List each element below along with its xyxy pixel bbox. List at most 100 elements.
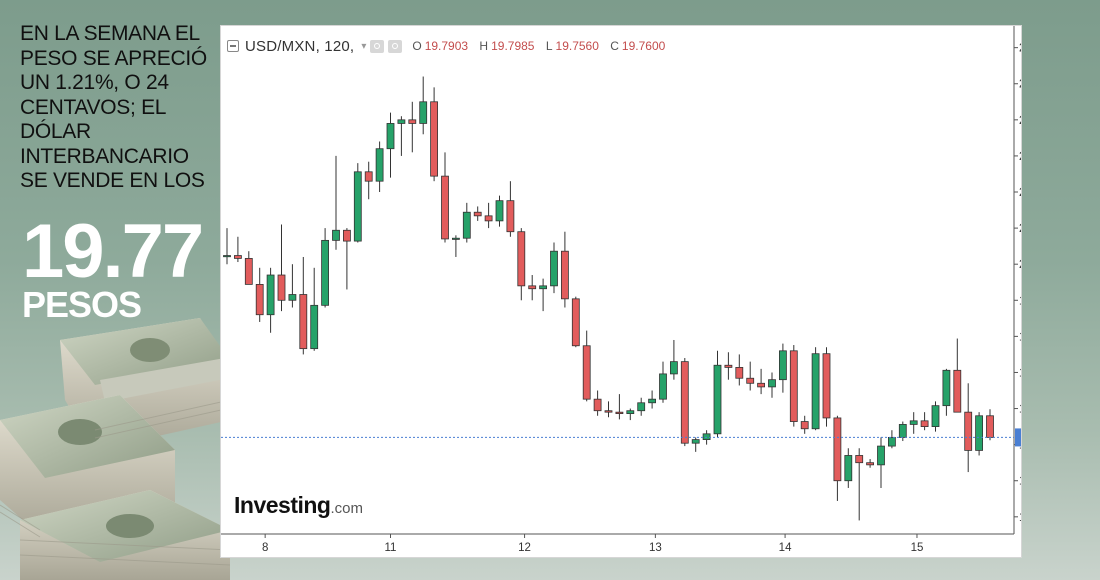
candle-body bbox=[560, 250, 569, 300]
candle[interactable] bbox=[909, 412, 918, 434]
candle[interactable] bbox=[223, 228, 231, 265]
candle[interactable] bbox=[877, 437, 885, 488]
candle-body bbox=[593, 398, 602, 412]
candle[interactable] bbox=[386, 112, 395, 178]
candle-body bbox=[680, 361, 689, 444]
high-value: 19.7985 bbox=[491, 39, 535, 53]
candle[interactable] bbox=[321, 228, 329, 308]
candle[interactable] bbox=[626, 408, 635, 421]
candle[interactable] bbox=[779, 343, 787, 393]
candle[interactable] bbox=[811, 347, 820, 431]
candle[interactable] bbox=[277, 224, 286, 312]
candle-body bbox=[506, 200, 515, 233]
candle[interactable] bbox=[691, 437, 700, 452]
headline: EN LA SEMANA EL PESO SE APRECIÓ UN 1.21%… bbox=[20, 22, 210, 194]
candlestick-chart[interactable]: 20.3000 20.2500 20.2000 20.1500 20.1000 20.05… bbox=[221, 26, 1021, 557]
candle-body bbox=[473, 211, 482, 217]
candle[interactable] bbox=[343, 228, 351, 290]
candle-body bbox=[397, 119, 406, 124]
candle[interactable] bbox=[582, 330, 591, 402]
candle-body bbox=[615, 411, 624, 415]
candle[interactable] bbox=[266, 267, 275, 333]
candle[interactable] bbox=[757, 368, 765, 395]
candle-body bbox=[223, 255, 231, 258]
candle[interactable] bbox=[866, 459, 874, 468]
candle[interactable] bbox=[255, 267, 264, 322]
candle[interactable] bbox=[233, 236, 242, 263]
candle[interactable] bbox=[637, 397, 646, 416]
candle[interactable] bbox=[310, 267, 319, 351]
candle[interactable] bbox=[244, 251, 253, 285]
candle-body bbox=[866, 462, 874, 466]
candle[interactable] bbox=[517, 228, 526, 301]
candle[interactable] bbox=[659, 361, 667, 403]
candle[interactable] bbox=[713, 350, 722, 438]
candle[interactable] bbox=[397, 116, 406, 156]
candle[interactable] bbox=[495, 195, 504, 227]
candle[interactable] bbox=[615, 394, 624, 420]
candle[interactable] bbox=[724, 352, 733, 380]
candle[interactable] bbox=[528, 275, 537, 301]
candle[interactable] bbox=[604, 401, 613, 418]
candle[interactable] bbox=[888, 430, 896, 449]
candle[interactable] bbox=[430, 87, 439, 182]
candle[interactable] bbox=[855, 448, 864, 521]
candle[interactable] bbox=[931, 401, 940, 432]
candle-body bbox=[604, 410, 613, 413]
eye-icon[interactable] bbox=[370, 39, 385, 53]
chart-panel: USD/MXN, 120, ▾ O 19.7903 H 19.7985 L 19.75… bbox=[220, 25, 1022, 558]
candle[interactable] bbox=[898, 421, 907, 442]
y-tick-label: 20.1000 bbox=[1019, 187, 1021, 199]
candle[interactable] bbox=[408, 101, 417, 153]
candle[interactable] bbox=[353, 163, 362, 243]
candle[interactable] bbox=[571, 296, 580, 348]
candle[interactable] bbox=[844, 448, 853, 488]
chevron-down-icon[interactable]: ▾ bbox=[361, 40, 367, 52]
last-price-tag bbox=[1015, 428, 1021, 447]
candle[interactable] bbox=[789, 345, 798, 427]
candle[interactable] bbox=[332, 155, 340, 250]
candle[interactable] bbox=[484, 202, 493, 229]
candle[interactable] bbox=[506, 181, 515, 237]
collapse-icon[interactable] bbox=[227, 40, 239, 52]
candle[interactable] bbox=[953, 338, 962, 413]
candle[interactable] bbox=[833, 415, 842, 501]
candle[interactable] bbox=[648, 390, 657, 409]
candle[interactable] bbox=[593, 390, 602, 416]
candle[interactable] bbox=[441, 152, 449, 243]
candle-body bbox=[942, 369, 951, 407]
settings-icon[interactable] bbox=[388, 39, 403, 53]
candle[interactable] bbox=[539, 278, 548, 312]
candle-body bbox=[811, 353, 820, 430]
candle[interactable] bbox=[669, 339, 678, 380]
candle[interactable] bbox=[800, 415, 809, 434]
candle[interactable] bbox=[451, 235, 460, 257]
candle[interactable] bbox=[680, 358, 689, 447]
candle[interactable] bbox=[364, 161, 373, 200]
candle[interactable] bbox=[964, 383, 973, 473]
candle[interactable] bbox=[920, 412, 929, 431]
candle[interactable] bbox=[375, 141, 384, 193]
candle-body bbox=[909, 420, 918, 425]
candle[interactable] bbox=[419, 76, 428, 135]
candle[interactable] bbox=[735, 354, 744, 386]
candle[interactable] bbox=[975, 412, 983, 456]
chart-symbol[interactable]: USD/MXN, 120, bbox=[245, 37, 355, 55]
candle[interactable] bbox=[550, 242, 558, 294]
candle-body bbox=[691, 439, 700, 444]
candle[interactable] bbox=[560, 231, 569, 308]
candle[interactable] bbox=[822, 347, 831, 427]
candle-body bbox=[517, 231, 526, 287]
candle-body bbox=[255, 284, 264, 316]
candle[interactable] bbox=[462, 202, 471, 243]
candle-body bbox=[855, 455, 864, 464]
candle[interactable] bbox=[986, 409, 994, 441]
candle[interactable] bbox=[299, 256, 308, 355]
candle[interactable] bbox=[473, 206, 482, 221]
candle[interactable] bbox=[942, 368, 951, 416]
chart-toolbar: USD/MXN, 120, ▾ O 19.7903 H 19.7985 L 19.75… bbox=[227, 36, 673, 56]
candle[interactable] bbox=[746, 361, 755, 391]
candle[interactable] bbox=[768, 372, 776, 398]
candle[interactable] bbox=[288, 264, 297, 308]
ohlc-readout: O 19.7903 H 19.7985 L 19.7560 C 19.7600 bbox=[412, 39, 673, 53]
